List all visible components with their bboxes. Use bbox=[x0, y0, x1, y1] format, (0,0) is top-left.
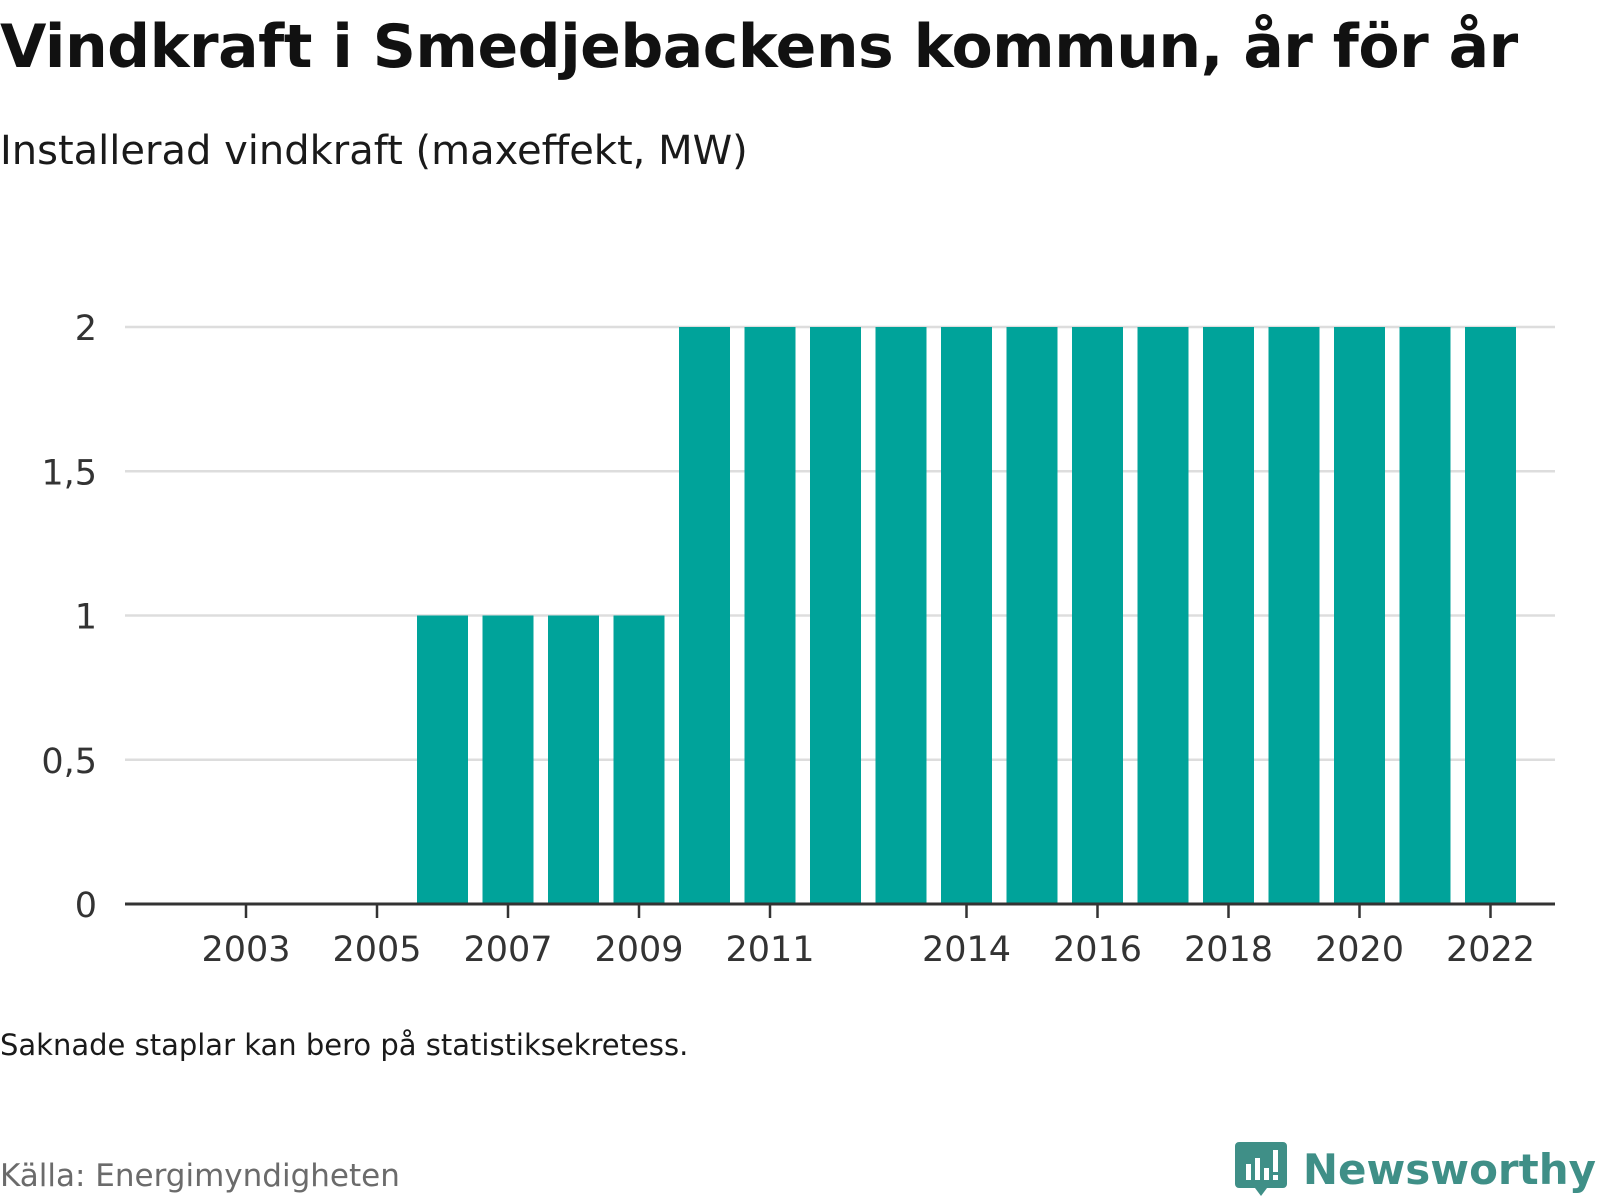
x-tick-label: 2016 bbox=[1053, 930, 1142, 970]
bar-2013 bbox=[875, 327, 927, 904]
x-tick-label: 2020 bbox=[1315, 930, 1404, 970]
source-label: Källa: Energimyndigheten bbox=[0, 1158, 400, 1194]
chart-subtitle: Installerad vindkraft (maxeffekt, MW) bbox=[0, 128, 748, 174]
bar-2020 bbox=[1334, 327, 1385, 904]
bar-2016 bbox=[1072, 327, 1123, 904]
bar-2021 bbox=[1399, 327, 1451, 904]
x-tick-label: 2014 bbox=[922, 930, 1011, 970]
bar-2015 bbox=[1006, 327, 1058, 904]
bar-chart: 00,511,52 2003 2005 2007 2009 2011 2014 2016 20… bbox=[41, 309, 1555, 970]
x-tick-label: 2022 bbox=[1446, 930, 1535, 970]
y-tick-label: 2 bbox=[75, 309, 97, 349]
footnote: Saknade staplar kan bero på statistiksek… bbox=[0, 1028, 689, 1062]
y-tick-label: 0,5 bbox=[41, 742, 97, 782]
newsworthy-logo-icon bbox=[1234, 1142, 1287, 1196]
bar-2019 bbox=[1268, 327, 1320, 904]
bar-2022 bbox=[1465, 327, 1516, 904]
x-tick-label: 2009 bbox=[594, 930, 683, 970]
x-tick-label: 2018 bbox=[1184, 930, 1273, 970]
bar-2012 bbox=[810, 327, 861, 904]
x-tick-label: 2003 bbox=[201, 930, 290, 970]
x-tick-label: 2011 bbox=[725, 930, 814, 970]
x-tick-label: 2005 bbox=[332, 930, 421, 970]
y-tick-label: 1,5 bbox=[41, 453, 97, 493]
bar-2008 bbox=[548, 615, 599, 904]
y-tick-labels: 0 0,5 1 1,5 2 bbox=[41, 309, 97, 926]
bar-2011 bbox=[744, 327, 796, 904]
bar-2014 bbox=[941, 327, 992, 904]
x-tick-label: 2007 bbox=[463, 930, 552, 970]
bar-2018 bbox=[1203, 327, 1254, 904]
bars bbox=[417, 327, 1516, 904]
newsworthy-logo[interactable]: Newsworthy bbox=[1234, 1140, 1596, 1198]
bar-2009 bbox=[613, 615, 665, 904]
y-tick-label: 0 bbox=[75, 886, 97, 926]
bar-2006 bbox=[417, 615, 468, 904]
y-tick-label: 1 bbox=[75, 598, 97, 638]
chart-title: Vindkraft i Smedjebackens kommun, år för… bbox=[0, 12, 1518, 82]
x-tick-labels: 2003 2005 2007 2009 2011 2014 2016 2018 2020 2022 bbox=[201, 930, 1535, 970]
bar-2017 bbox=[1137, 327, 1189, 904]
x-axis bbox=[125, 902, 1555, 918]
logo-text: Newsworthy bbox=[1302, 1144, 1596, 1194]
bar-2010 bbox=[679, 327, 730, 904]
bar-2007 bbox=[482, 615, 534, 904]
